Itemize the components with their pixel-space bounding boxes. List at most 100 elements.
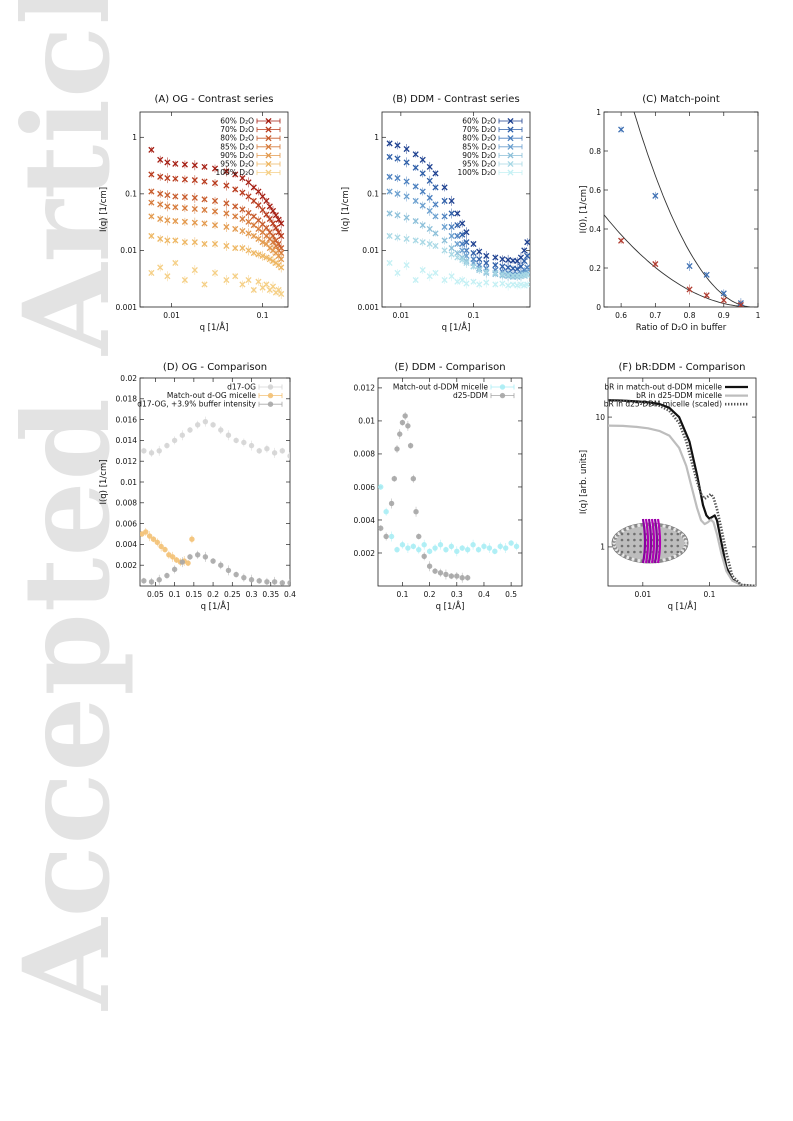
data-point (181, 161, 188, 168)
data-point (232, 213, 239, 220)
x-tick-label: 0.01 (393, 311, 410, 320)
data-point (448, 273, 455, 280)
data-point (459, 256, 466, 263)
data-point (157, 201, 164, 208)
data-point (421, 553, 427, 559)
legend-marker (507, 152, 514, 159)
x-tick-label: 0.6 (615, 311, 627, 320)
legend-marker (267, 384, 274, 390)
data-point (172, 237, 179, 244)
data-point (269, 207, 277, 214)
y-tick-label: 0.4 (589, 225, 601, 234)
y-tick-label: 1 (374, 133, 379, 142)
x-tick-label: 0.35 (262, 590, 279, 599)
legend-label: Match-out d-DDM micelle (393, 383, 489, 392)
data-point (278, 256, 285, 263)
data-point (245, 179, 252, 186)
data-point (432, 184, 439, 191)
data-point (441, 223, 448, 231)
micelle-tail (633, 550, 636, 554)
protein-helix (656, 518, 662, 564)
data-point (505, 256, 512, 263)
data-point (275, 286, 282, 294)
data-point (492, 281, 499, 288)
legend-marker (265, 126, 272, 133)
data-point (686, 286, 693, 293)
data-point (412, 276, 419, 284)
chart-title: (C) Match-point (642, 94, 720, 105)
data-point (278, 232, 285, 240)
data-point (419, 170, 426, 177)
data-point (703, 271, 710, 278)
micelle-headgroup (637, 559, 641, 563)
plot-data (604, 112, 758, 307)
data-point (443, 546, 449, 553)
data-point (402, 413, 408, 419)
micelle-tail (639, 538, 642, 542)
micelle-illustration (611, 518, 689, 564)
x-tick-label: 0.4 (284, 590, 296, 599)
legend-label: bR in d25-DDM micelle (scaled) (604, 400, 722, 409)
y-tick-label: 0.006 (116, 519, 138, 528)
data-point (156, 577, 162, 583)
data-point (245, 230, 252, 237)
data-point (201, 206, 208, 213)
data-point (232, 186, 239, 193)
data-point (250, 197, 257, 204)
data-point (146, 533, 153, 539)
data-point (263, 281, 270, 288)
y-tick-label: 0.012 (354, 384, 376, 393)
y-tick-label: 0.004 (354, 516, 376, 525)
data-point (191, 162, 198, 169)
legend-label: 60% D₂O (462, 117, 496, 126)
data-point (410, 475, 417, 482)
data-point (386, 188, 393, 195)
y-tick-label: 0.006 (354, 483, 376, 492)
micelle-tail (626, 538, 630, 542)
data-point (233, 571, 239, 578)
y-tick-label: 0.1 (367, 190, 379, 199)
data-point (412, 237, 419, 244)
micelle-headgroup (634, 558, 638, 562)
data-point (448, 223, 455, 231)
data-point (266, 203, 273, 210)
data-point (264, 446, 270, 452)
data-point (486, 545, 493, 551)
data-point (266, 215, 273, 223)
micelle-tail (639, 544, 642, 548)
legend-marker (265, 160, 272, 168)
y-tick-label: 1 (132, 133, 137, 142)
x-tick-label: 1 (756, 311, 761, 320)
data-point (419, 266, 426, 274)
data-point (502, 545, 509, 551)
micelle-tail (676, 550, 680, 554)
data-point (399, 542, 406, 548)
data-point (259, 252, 266, 259)
data-point (403, 214, 410, 221)
data-point (164, 159, 171, 166)
legend-label: d17-OG (227, 383, 256, 392)
data-point (269, 257, 277, 265)
data-point (441, 237, 448, 244)
data-point (264, 579, 270, 585)
y-axis-label: I(q) [1/cm] (99, 187, 109, 232)
data-point (432, 201, 439, 208)
data-point (405, 423, 411, 429)
data-point (524, 252, 530, 259)
micelle-headgroup (631, 557, 635, 561)
data-point (245, 209, 252, 217)
data-point (269, 220, 277, 227)
data-point (492, 262, 499, 269)
fit-curve (604, 214, 758, 307)
micelle-headgroup (659, 523, 663, 527)
micelle-tail (670, 532, 673, 536)
data-point (413, 509, 419, 515)
accepted-article-watermark: Accepted Article (0, 0, 136, 1011)
series-line (608, 424, 756, 586)
micelle-headgroup (631, 525, 635, 529)
y-tick-label: 0.6 (589, 186, 601, 195)
data-point (410, 543, 417, 550)
data-point (448, 251, 455, 258)
data-point (211, 208, 219, 215)
data-point (223, 276, 230, 284)
